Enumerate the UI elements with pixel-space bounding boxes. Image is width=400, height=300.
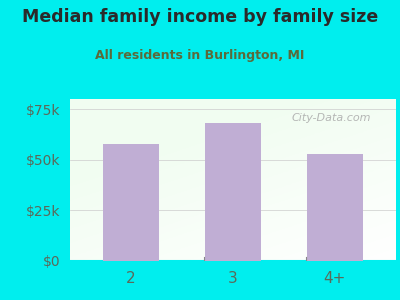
Bar [205,123,261,261]
Text: Median family income by family size: Median family income by family size [22,8,378,26]
Text: City-Data.com: City-Data.com [292,113,371,123]
Bar [103,144,159,261]
Bar [307,154,363,261]
Text: All residents in Burlington, MI: All residents in Burlington, MI [95,50,305,62]
